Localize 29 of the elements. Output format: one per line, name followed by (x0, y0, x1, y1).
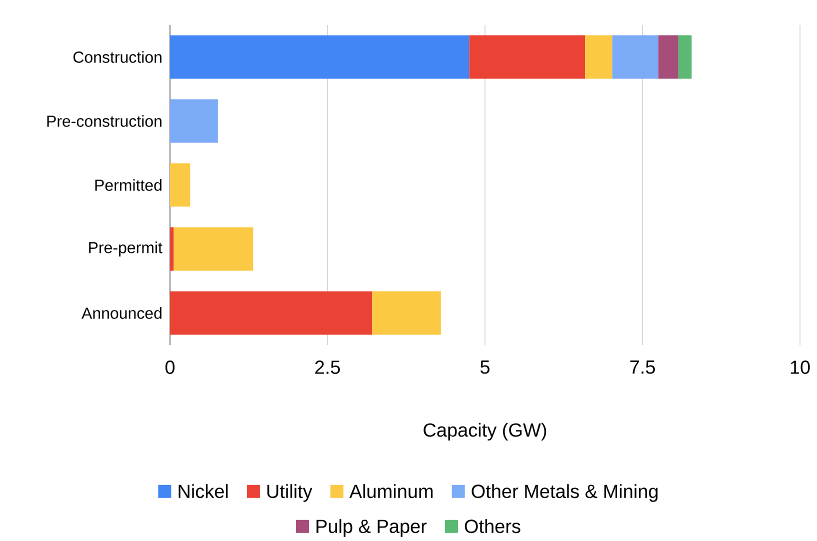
legend-label: Other Metals & Mining (472, 484, 658, 502)
bar (170, 291, 372, 335)
bar (585, 35, 612, 79)
y-tick-label: Construction (73, 51, 162, 63)
y-tick-label: Pre-permit (89, 242, 162, 256)
legend-label: Pulp & Paper (316, 519, 427, 537)
bar (170, 99, 218, 143)
x-tick-label: 5 (480, 360, 490, 374)
x-tick-label: 2.5 (315, 360, 340, 374)
legend-label: Utility (267, 484, 312, 502)
bar (678, 35, 692, 79)
bar (658, 35, 678, 79)
bar (174, 227, 254, 271)
x-axis-title: Capacity (GW) (424, 422, 546, 441)
y-tick-label: Permitted (95, 179, 162, 191)
legend-label: Aluminum (349, 484, 433, 498)
legend-label: Nickel (178, 484, 228, 498)
bar (170, 35, 470, 79)
legend-label: Others (464, 519, 520, 534)
bar (372, 291, 441, 335)
x-tick-label: 10 (790, 360, 810, 374)
y-tick-label: Announced (82, 307, 162, 319)
bar (469, 35, 586, 79)
bar (170, 163, 190, 207)
bar (170, 227, 174, 271)
bar (612, 35, 658, 79)
x-tick-label: 0 (165, 360, 175, 374)
y-tick-label: Pre-construction (47, 115, 162, 127)
x-tick-label: 7.5 (630, 360, 655, 374)
